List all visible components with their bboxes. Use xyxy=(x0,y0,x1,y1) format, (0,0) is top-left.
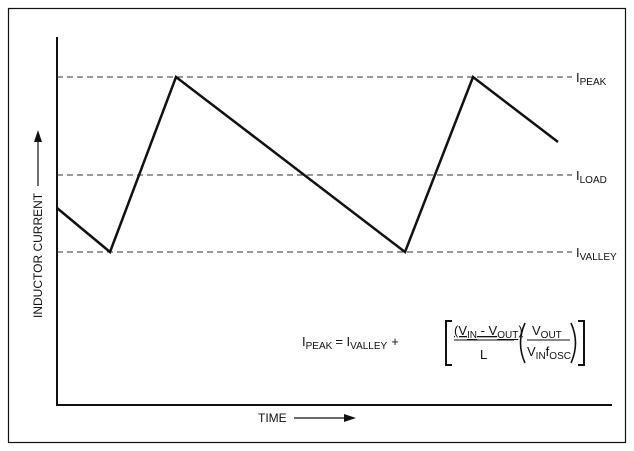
bracket-right xyxy=(578,320,585,366)
f-main: - V xyxy=(477,323,498,338)
label-main: I xyxy=(576,168,580,183)
f-sub: IN xyxy=(536,351,546,362)
f-sub: OUT xyxy=(497,330,518,341)
label-sub: VALLEY xyxy=(580,252,617,263)
f-sub: OUT xyxy=(541,330,562,341)
f-sub: OSC xyxy=(549,351,571,362)
paren-left xyxy=(519,322,526,364)
f-main: (V xyxy=(454,323,467,338)
f-main: f xyxy=(546,344,550,359)
f-main: V xyxy=(532,323,541,338)
formula: IPEAK = IVALLEY + (VIN - VOUT) L VOUT VINf… xyxy=(302,320,585,366)
label-sub: PEAK xyxy=(580,77,607,88)
num1: (VIN - VOUT) xyxy=(454,323,523,341)
y-arrowhead xyxy=(34,130,42,142)
f-main: V xyxy=(527,344,536,359)
y-axis-label: INDUCTOR CURRENT xyxy=(31,192,45,318)
label-main: I xyxy=(576,70,580,85)
f-sub: IN xyxy=(467,330,477,341)
label-main: I xyxy=(576,245,580,260)
label-sub: LOAD xyxy=(580,175,607,186)
paren-right xyxy=(570,322,577,364)
den1: L xyxy=(480,347,487,362)
bracket-left xyxy=(445,320,452,366)
f-main: ) xyxy=(518,323,522,338)
frame xyxy=(7,7,627,444)
f-sub: VALLEY xyxy=(350,341,387,352)
f-plus: + xyxy=(391,334,399,349)
x-axis-label: TIME xyxy=(258,411,287,425)
current-waveform xyxy=(56,74,559,255)
f-sub: PEAK xyxy=(306,341,333,352)
f-main: I xyxy=(302,334,306,349)
peak-label: IPEAK xyxy=(576,70,607,88)
formula-lhs: IPEAK = IVALLEY + xyxy=(302,334,399,352)
f-main: = I xyxy=(335,334,350,349)
x-arrowhead xyxy=(344,414,356,422)
num2: VOUT xyxy=(532,323,562,341)
den2: VINfOSC xyxy=(527,344,571,362)
level-lines xyxy=(57,76,572,253)
load-label: ILOAD xyxy=(576,168,607,186)
valley-label: IVALLEY xyxy=(576,245,617,263)
